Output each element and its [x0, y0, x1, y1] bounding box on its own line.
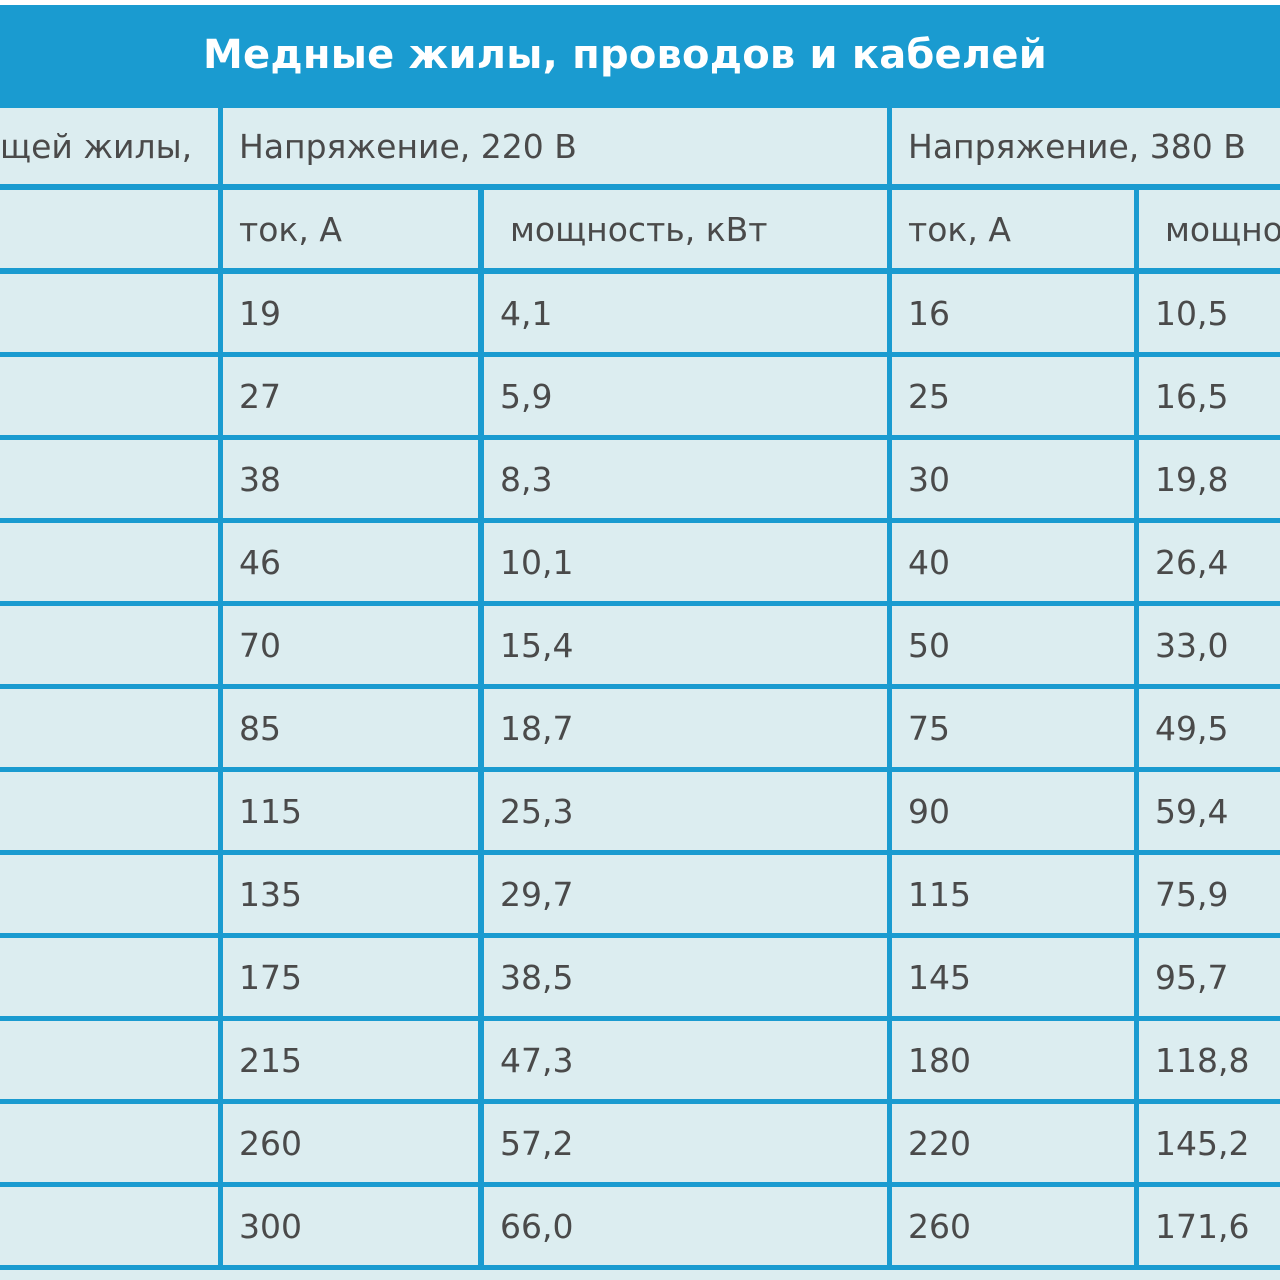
row-section-cell	[0, 689, 218, 767]
row-current-380-cell: 145	[892, 938, 1134, 1016]
row-current-220-cell: 215	[223, 1021, 478, 1099]
row-section-cell	[0, 357, 218, 435]
row-current-380-cell: 260	[892, 1187, 1134, 1265]
row-power-220-cell: 5,9	[484, 357, 887, 435]
row-current-380-cell: 115	[892, 855, 1134, 933]
row-power-380-cell: 95,7	[1139, 938, 1280, 1016]
row-power-220-cell: 10,1	[484, 523, 887, 601]
row-current-380-cell: 30	[892, 440, 1134, 518]
row-current-380-cell: 16	[892, 274, 1134, 352]
row-current-380-cell: 90	[892, 772, 1134, 850]
row-power-380-cell: 19,8	[1139, 440, 1280, 518]
row-current-380-cell: 75	[892, 689, 1134, 767]
row-power-380-cell: 26,4	[1139, 523, 1280, 601]
row-section-cell	[0, 1104, 218, 1182]
bottom-strip	[0, 1270, 1280, 1280]
row-power-220-cell: 47,3	[484, 1021, 887, 1099]
row-power-380-cell: 33,0	[1139, 606, 1280, 684]
header-section-cell: щей жилы,	[0, 108, 218, 184]
row-power-380-cell: 75,9	[1139, 855, 1280, 933]
row-current-380-cell: 220	[892, 1104, 1134, 1182]
row-section-cell	[0, 523, 218, 601]
row-section-cell	[0, 440, 218, 518]
row-current-220-cell: 260	[223, 1104, 478, 1182]
row-section-cell	[0, 938, 218, 1016]
subheader-power-380: мощно	[1139, 190, 1280, 268]
row-power-220-cell: 38,5	[484, 938, 887, 1016]
row-power-220-cell: 25,3	[484, 772, 887, 850]
row-section-cell	[0, 772, 218, 850]
header-voltage-380: Напряжение, 380 В	[892, 108, 1280, 184]
row-current-220-cell: 70	[223, 606, 478, 684]
header-voltage-220: Напряжение, 220 В	[223, 108, 887, 184]
row-current-220-cell: 85	[223, 689, 478, 767]
row-current-380-cell: 40	[892, 523, 1134, 601]
row-section-cell	[0, 274, 218, 352]
subheader-empty-cell	[0, 190, 218, 268]
subheader-current-380: ток, А	[892, 190, 1134, 268]
subheader-current-220: ток, А	[223, 190, 478, 268]
row-current-220-cell: 115	[223, 772, 478, 850]
row-power-380-cell: 145,2	[1139, 1104, 1280, 1182]
row-power-380-cell: 171,6	[1139, 1187, 1280, 1265]
row-section-cell	[0, 1187, 218, 1265]
row-power-220-cell: 57,2	[484, 1104, 887, 1182]
row-section-cell	[0, 606, 218, 684]
subheader-power-220: мощность, кВт	[484, 190, 887, 268]
table-title: Медные жилы, проводов и кабелей	[203, 32, 1047, 78]
row-power-380-cell: 49,5	[1139, 689, 1280, 767]
row-current-380-cell: 180	[892, 1021, 1134, 1099]
row-section-cell	[0, 855, 218, 933]
row-power-220-cell: 18,7	[484, 689, 887, 767]
row-power-220-cell: 66,0	[484, 1187, 887, 1265]
row-current-220-cell: 175	[223, 938, 478, 1016]
row-power-380-cell: 10,5	[1139, 274, 1280, 352]
row-power-380-cell: 118,8	[1139, 1021, 1280, 1099]
row-current-220-cell: 38	[223, 440, 478, 518]
row-current-380-cell: 25	[892, 357, 1134, 435]
row-current-220-cell: 27	[223, 357, 478, 435]
row-power-380-cell: 16,5	[1139, 357, 1280, 435]
row-power-220-cell: 29,7	[484, 855, 887, 933]
row-power-380-cell: 59,4	[1139, 772, 1280, 850]
top-edge	[0, 0, 1280, 5]
row-section-cell	[0, 1021, 218, 1099]
row-power-220-cell: 15,4	[484, 606, 887, 684]
row-current-220-cell: 46	[223, 523, 478, 601]
table-title-bar: Медные жилы, проводов и кабелей	[0, 5, 1280, 105]
row-current-380-cell: 50	[892, 606, 1134, 684]
row-current-220-cell: 135	[223, 855, 478, 933]
row-power-220-cell: 4,1	[484, 274, 887, 352]
row-current-220-cell: 300	[223, 1187, 478, 1265]
row-current-220-cell: 19	[223, 274, 478, 352]
row-power-220-cell: 8,3	[484, 440, 887, 518]
